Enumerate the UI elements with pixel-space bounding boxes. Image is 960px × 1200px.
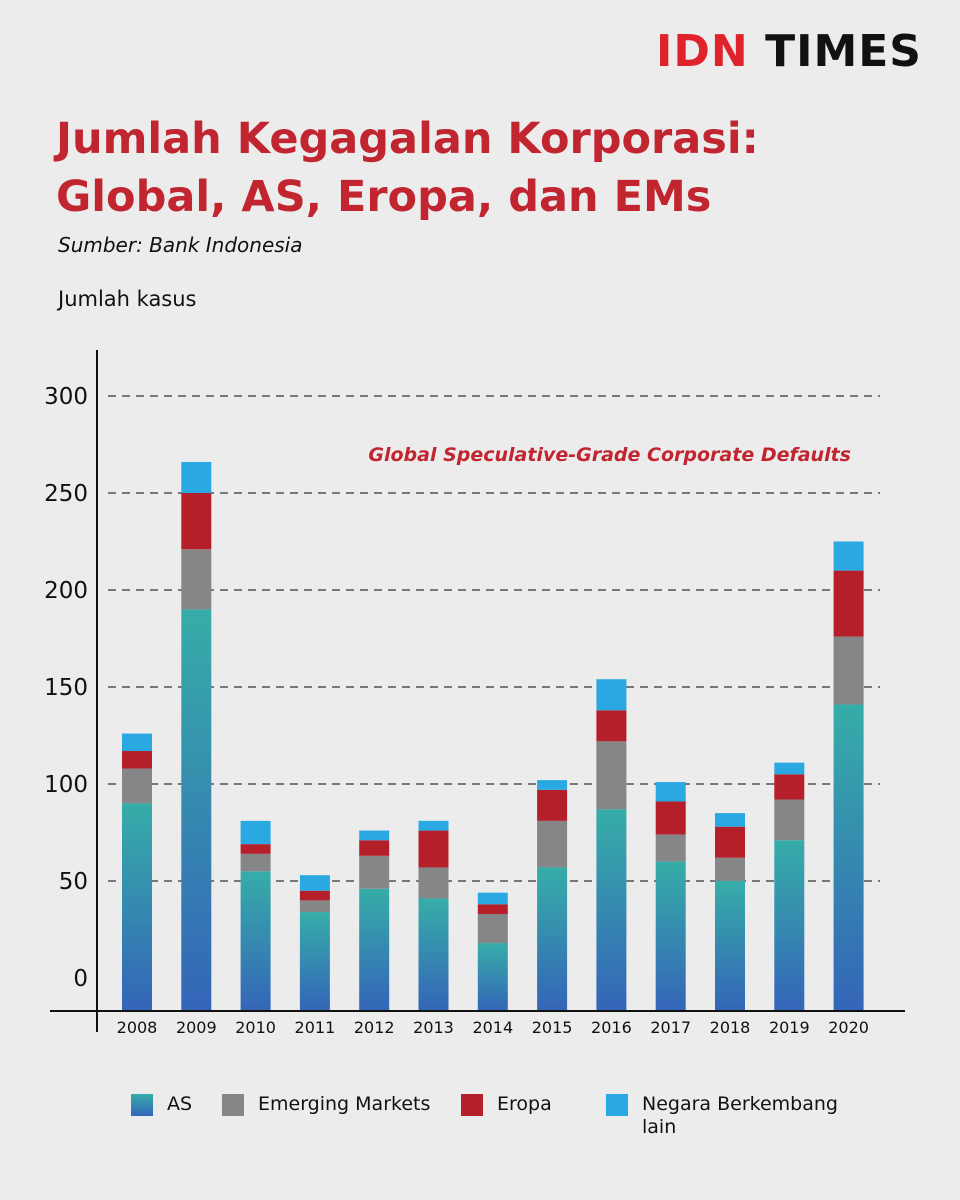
legend-item-eropa: Eropa [461, 1093, 581, 1116]
brand-logo: IDN TIMES [656, 26, 922, 77]
bar-negara-berkembang-lain-2009 [181, 461, 212, 493]
y-tick-label: 50 [59, 869, 88, 895]
y-tick-label: 150 [44, 675, 88, 701]
bar-as-2019 [774, 840, 805, 1011]
x-tick-label: 2012 [354, 1018, 395, 1037]
legend-label: Negara Berkembang lain [642, 1093, 838, 1138]
bar-eropa-2014 [477, 904, 508, 914]
x-tick-label: 2020 [828, 1018, 869, 1037]
x-tick-label: 2015 [532, 1018, 573, 1037]
bar-emerging-markets-2016 [596, 741, 627, 810]
bar-negara-berkembang-lain-2016 [596, 679, 627, 711]
y-axis-unit-label: Jumlah kasus [58, 287, 197, 311]
bar-negara-berkembang-lain-2008 [122, 733, 152, 752]
legend-label: Eropa [497, 1093, 552, 1115]
y-tick-label: 300 [44, 384, 88, 410]
bar-eropa-2017 [655, 801, 686, 835]
bar-emerging-markets-2015 [537, 820, 568, 868]
bar-negara-berkembang-lain-2014 [477, 892, 508, 905]
bar-negara-berkembang-lain-2015 [537, 780, 568, 790]
bar-eropa-2020 [833, 570, 864, 637]
legend-swatch [461, 1094, 483, 1116]
x-tick-label: 2016 [591, 1018, 632, 1037]
page-title: Jumlah Kegagalan Korporasi: Global, AS, … [56, 114, 759, 222]
y-tick-label: 100 [44, 772, 88, 798]
bar-as-2017 [655, 861, 686, 1011]
bar-negara-berkembang-lain-2017 [655, 782, 686, 802]
bar-as-2015 [537, 867, 568, 1011]
bar-eropa-2008 [122, 751, 152, 769]
legend-swatch [606, 1094, 628, 1116]
x-tick-label: 2019 [769, 1018, 810, 1037]
bar-as-2008 [122, 803, 152, 1011]
legend-swatch [222, 1094, 244, 1116]
x-tick-label: 2018 [710, 1018, 751, 1037]
bar-emerging-markets-2011 [299, 900, 330, 913]
legend-item-as: AS [131, 1093, 201, 1116]
bar-eropa-2010 [240, 844, 271, 854]
brand-logo-idn: IDN [656, 26, 749, 77]
chart-legend: AS Emerging Markets Eropa Negara Berkembang… [0, 1093, 960, 1153]
bar-negara-berkembang-lain-2019 [774, 762, 805, 775]
x-tick-label: 2010 [235, 1018, 276, 1037]
bar-eropa-2018 [715, 826, 745, 858]
legend-item-negara-berkembang-lain: Negara Berkembang lain [606, 1093, 846, 1139]
bar-as-2016 [596, 809, 627, 1011]
bar-emerging-markets-2010 [240, 853, 271, 872]
legend-label: Emerging Markets [258, 1093, 431, 1115]
bar-as-2020 [833, 704, 864, 1011]
bar-negara-berkembang-lain-2013 [418, 820, 449, 831]
bar-as-2013 [418, 898, 449, 1011]
bar-eropa-2009 [181, 493, 212, 550]
bar-negara-berkembang-lain-2012 [359, 830, 390, 841]
x-tick-label: 2013 [413, 1018, 454, 1037]
bar-as-2018 [715, 881, 745, 1011]
bar-as-2011 [299, 912, 330, 1011]
bar-negara-berkembang-lain-2020 [833, 541, 864, 571]
legend-swatch [131, 1094, 153, 1116]
source-note: Sumber: Bank Indonesia [58, 233, 303, 257]
bar-negara-berkembang-lain-2011 [299, 875, 330, 891]
y-tick-label: 250 [44, 481, 88, 507]
bar-as-2009 [181, 609, 212, 1011]
bar-as-2010 [240, 871, 271, 1011]
bar-emerging-markets-2013 [418, 867, 449, 899]
x-tick-label: 2009 [176, 1018, 217, 1037]
legend-label: AS [167, 1093, 193, 1115]
bar-as-2012 [359, 888, 390, 1011]
x-tick-label: 2011 [295, 1018, 336, 1037]
y-tick-label: 200 [44, 578, 88, 604]
bar-eropa-2015 [537, 789, 568, 821]
bar-eropa-2011 [299, 890, 330, 901]
y-tick-label: 0 [73, 966, 88, 992]
bar-emerging-markets-2019 [774, 799, 805, 841]
chart-annotation: Global Speculative-Grade Corporate Defau… [368, 444, 851, 466]
bar-emerging-markets-2014 [477, 913, 508, 944]
bar-eropa-2012 [359, 840, 390, 856]
stacked-bar-chart: 0 50 100 150 200 250 300 2008 2009 2010 2011 2012 2… [44, 350, 905, 1037]
bar-emerging-markets-2012 [359, 855, 390, 889]
bar-eropa-2013 [418, 830, 449, 868]
x-tick-label: 2014 [472, 1018, 513, 1037]
legend-item-emerging-markets: Emerging Markets [222, 1093, 442, 1116]
bar-emerging-markets-2008 [122, 768, 152, 804]
x-tick-label: 2017 [650, 1018, 691, 1037]
bar-emerging-markets-2020 [833, 636, 864, 705]
bar-emerging-markets-2009 [181, 549, 212, 610]
bar-negara-berkembang-lain-2018 [715, 813, 745, 827]
x-tick-label: 2008 [117, 1018, 158, 1037]
bar-as-2014 [477, 943, 508, 1011]
bar-eropa-2019 [774, 774, 805, 800]
brand-logo-times: TIMES [765, 26, 922, 77]
bar-negara-berkembang-lain-2010 [240, 820, 271, 845]
bar-eropa-2016 [596, 710, 627, 742]
bar-emerging-markets-2018 [715, 857, 745, 881]
bar-emerging-markets-2017 [655, 834, 686, 862]
